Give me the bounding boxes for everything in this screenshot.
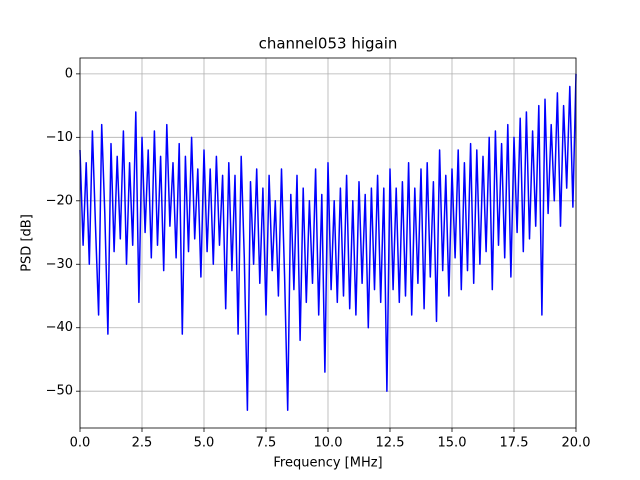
y-tick-label: −20 bbox=[46, 193, 73, 208]
x-tick-label: 17.5 bbox=[500, 436, 529, 451]
x-tick-label: 0.0 bbox=[70, 436, 91, 451]
plot-area bbox=[79, 73, 577, 411]
psd-line bbox=[79, 73, 577, 411]
y-tick-label: −50 bbox=[46, 384, 73, 399]
x-tick-label: 20.0 bbox=[562, 436, 591, 451]
chart-title: channel053 higain bbox=[259, 35, 398, 53]
x-tick-label: 7.5 bbox=[256, 436, 277, 451]
y-tick-label: −40 bbox=[46, 320, 73, 335]
x-tick-label: 12.5 bbox=[376, 436, 405, 451]
x-tick-label: 2.5 bbox=[132, 436, 153, 451]
x-tick-label: 15.0 bbox=[438, 436, 467, 451]
y-tick-label: 0 bbox=[65, 66, 73, 81]
x-tick-label: 10.0 bbox=[314, 436, 343, 451]
y-tick-label: −10 bbox=[46, 130, 73, 145]
y-axis-label: PSD [dB] bbox=[20, 214, 35, 272]
x-tick-label: 5.0 bbox=[194, 436, 215, 451]
y-tick-label: −30 bbox=[46, 257, 73, 272]
x-axis-label: Frequency [MHz] bbox=[273, 456, 382, 471]
